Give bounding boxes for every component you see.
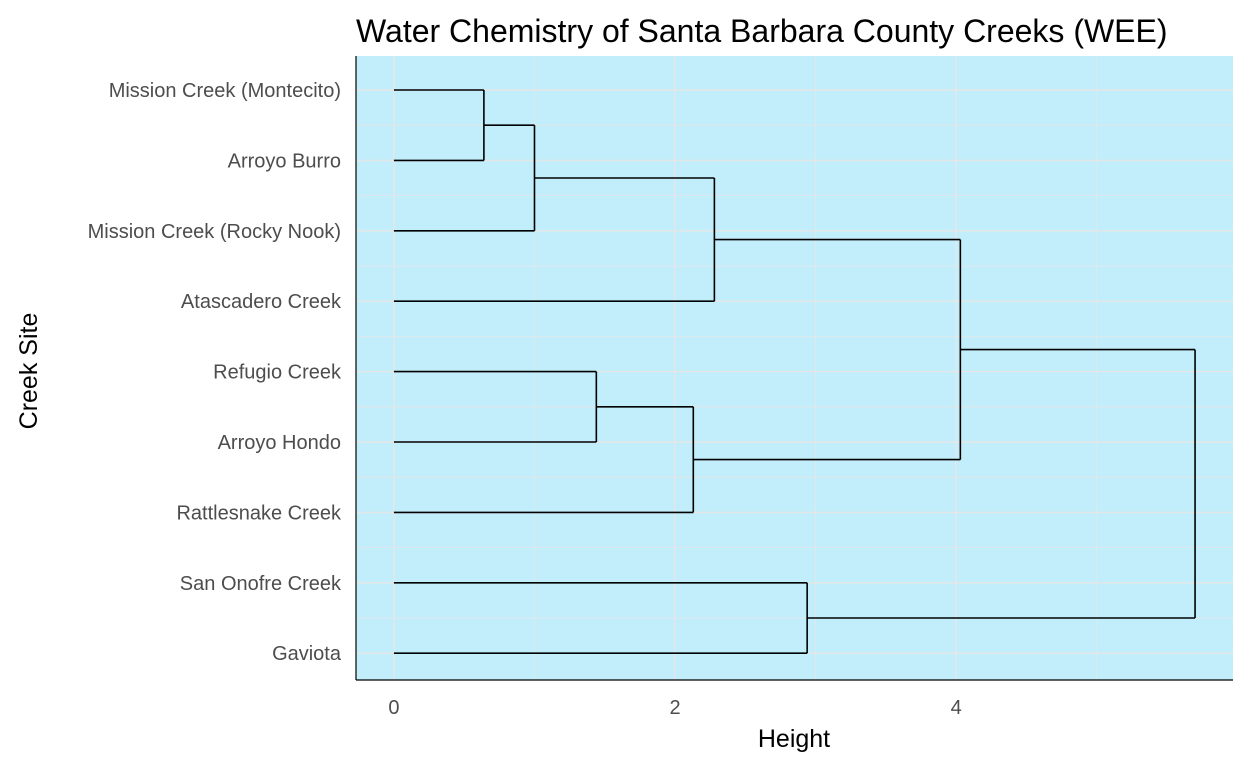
x-tick-label: 0 [388, 697, 399, 719]
y-tick-label: Gaviota [272, 643, 342, 665]
x-tick-label: 4 [951, 697, 962, 719]
y-tick-label: Mission Creek (Rocky Nook) [88, 221, 341, 243]
y-tick-label: Rattlesnake Creek [176, 502, 342, 524]
tick-labels: 0 2 4 Mission Creek (Montecito) Arroyo Burro… [88, 80, 962, 719]
y-tick-label: Atascadero Creek [181, 291, 342, 313]
y-axis-title: Creek Site [15, 313, 43, 430]
plot-panel [356, 56, 1233, 680]
y-tick-label: Arroyo Burro [228, 150, 341, 172]
y-tick-label: Refugio Creek [213, 362, 342, 384]
y-tick-label: Mission Creek (Montecito) [109, 80, 341, 102]
y-tick-label: San Onofre Creek [180, 573, 342, 595]
x-axis-title: Height [758, 725, 830, 753]
chart-title: Water Chemistry of Santa Barbara County … [356, 13, 1168, 49]
dendrogram-branches [393, 89, 1196, 655]
axes [355, 56, 1233, 681]
y-tick-label: Arroyo Hondo [218, 432, 341, 454]
x-tick-label: 2 [669, 697, 680, 719]
